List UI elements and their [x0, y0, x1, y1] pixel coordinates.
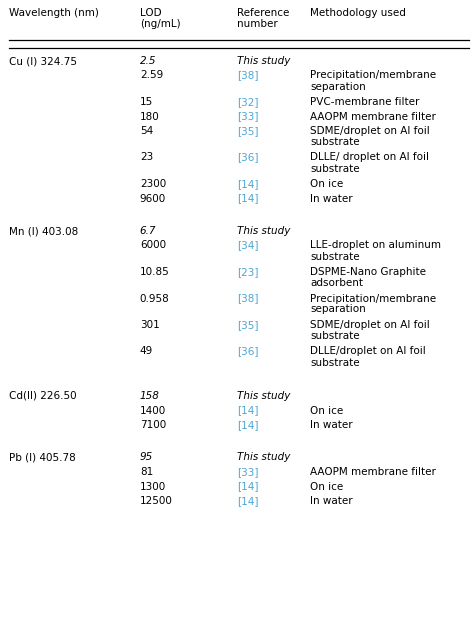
- Text: 158: 158: [140, 391, 160, 401]
- Text: [38]: [38]: [237, 294, 258, 303]
- Text: DLLE/ droplet on Al foil: DLLE/ droplet on Al foil: [310, 153, 429, 163]
- Text: Wavelength (nm): Wavelength (nm): [9, 8, 100, 18]
- Text: [14]: [14]: [237, 194, 258, 203]
- Text: SDME/droplet on Al foil: SDME/droplet on Al foil: [310, 126, 430, 136]
- Text: DSPME-Nano Graphite: DSPME-Nano Graphite: [310, 267, 427, 277]
- Text: AAOPM membrane filter: AAOPM membrane filter: [310, 111, 437, 122]
- Text: separation: separation: [310, 82, 366, 92]
- Text: 180: 180: [140, 111, 160, 122]
- Text: 6.7: 6.7: [140, 226, 156, 236]
- Text: DLLE/droplet on Al foil: DLLE/droplet on Al foil: [310, 346, 426, 356]
- Text: 49: 49: [140, 346, 153, 356]
- Text: On ice: On ice: [310, 179, 344, 189]
- Text: This study: This study: [237, 453, 291, 463]
- Text: 10.85: 10.85: [140, 267, 170, 277]
- Text: substrate: substrate: [310, 358, 360, 368]
- Text: [38]: [38]: [237, 70, 258, 80]
- Text: [35]: [35]: [237, 126, 258, 136]
- Text: 301: 301: [140, 320, 160, 330]
- Text: [14]: [14]: [237, 482, 258, 491]
- Text: number: number: [237, 19, 278, 29]
- Text: Cu (I) 324.75: Cu (I) 324.75: [9, 56, 77, 66]
- Text: [14]: [14]: [237, 496, 258, 506]
- Text: This study: This study: [237, 391, 291, 401]
- Text: LLE-droplet on aluminum: LLE-droplet on aluminum: [310, 241, 441, 251]
- Text: [33]: [33]: [237, 467, 258, 477]
- Text: [34]: [34]: [237, 241, 258, 251]
- Text: [14]: [14]: [237, 179, 258, 189]
- Text: This study: This study: [237, 226, 291, 236]
- Text: adsorbent: adsorbent: [310, 278, 364, 288]
- Text: In water: In water: [310, 420, 353, 430]
- Text: Cd(II) 226.50: Cd(II) 226.50: [9, 391, 77, 401]
- Text: 7100: 7100: [140, 420, 166, 430]
- Text: This study: This study: [237, 56, 291, 66]
- Text: On ice: On ice: [310, 482, 344, 491]
- Text: 12500: 12500: [140, 496, 173, 506]
- Text: 95: 95: [140, 453, 153, 463]
- Text: Mn (I) 403.08: Mn (I) 403.08: [9, 226, 79, 236]
- Text: [32]: [32]: [237, 97, 258, 107]
- Text: 23: 23: [140, 153, 153, 163]
- Text: Precipitation/membrane: Precipitation/membrane: [310, 70, 437, 80]
- Text: Reference: Reference: [237, 8, 289, 18]
- Text: Precipitation/membrane: Precipitation/membrane: [310, 294, 437, 303]
- Text: [14]: [14]: [237, 420, 258, 430]
- Text: 0.958: 0.958: [140, 294, 170, 303]
- Text: On ice: On ice: [310, 406, 344, 415]
- Text: 1400: 1400: [140, 406, 166, 415]
- Text: separation: separation: [310, 304, 366, 315]
- Text: In water: In water: [310, 496, 353, 506]
- Text: substrate: substrate: [310, 163, 360, 173]
- Text: [33]: [33]: [237, 111, 258, 122]
- Text: In water: In water: [310, 194, 353, 203]
- Text: 81: 81: [140, 467, 153, 477]
- Text: SDME/droplet on Al foil: SDME/droplet on Al foil: [310, 320, 430, 330]
- Text: 54: 54: [140, 126, 153, 136]
- Text: substrate: substrate: [310, 331, 360, 341]
- Text: substrate: substrate: [310, 137, 360, 147]
- Text: Methodology used: Methodology used: [310, 8, 406, 18]
- Text: 2.59: 2.59: [140, 70, 163, 80]
- Text: 1300: 1300: [140, 482, 166, 491]
- Text: Pb (I) 405.78: Pb (I) 405.78: [9, 453, 76, 463]
- Text: [14]: [14]: [237, 406, 258, 415]
- Text: substrate: substrate: [310, 251, 360, 261]
- Text: [36]: [36]: [237, 153, 258, 163]
- Text: LOD: LOD: [140, 8, 162, 18]
- Text: AAOPM membrane filter: AAOPM membrane filter: [310, 467, 437, 477]
- Text: [35]: [35]: [237, 320, 258, 330]
- Text: 2.5: 2.5: [140, 56, 156, 66]
- Text: [36]: [36]: [237, 346, 258, 356]
- Text: [23]: [23]: [237, 267, 258, 277]
- Text: (ng/mL): (ng/mL): [140, 19, 181, 29]
- Text: 6000: 6000: [140, 241, 166, 251]
- Text: 9600: 9600: [140, 194, 166, 203]
- Text: 15: 15: [140, 97, 153, 107]
- Text: PVC-membrane filter: PVC-membrane filter: [310, 97, 420, 107]
- Text: 2300: 2300: [140, 179, 166, 189]
